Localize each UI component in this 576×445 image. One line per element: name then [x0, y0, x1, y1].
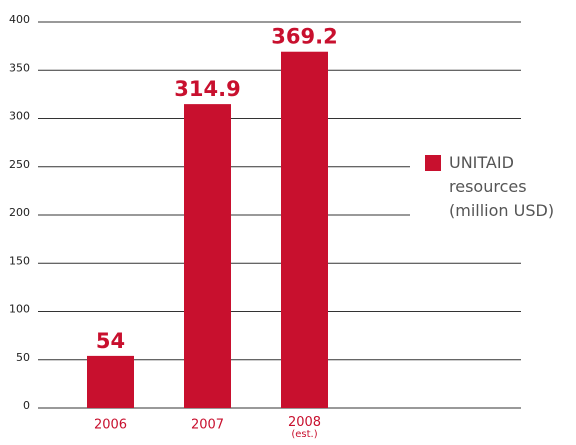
value-label: 369.2 [271, 25, 337, 49]
bar [87, 355, 134, 408]
x-tick-label: 2006 [94, 418, 127, 433]
bar [184, 104, 231, 409]
x-tick-label: 2007 [191, 418, 224, 433]
legend-label: UNITAID resources (million USD) [449, 153, 555, 220]
value-label: 54 [96, 329, 125, 353]
y-tick-label: 400 [9, 13, 30, 26]
y-tick-label: 100 [9, 303, 30, 316]
y-tick-label: 350 [9, 61, 30, 74]
y-tick-label: 200 [9, 206, 30, 219]
y-tick-label: 250 [9, 158, 30, 171]
y-tick-label: 0 [23, 399, 30, 412]
value-label: 314.9 [174, 77, 240, 101]
bar [281, 51, 328, 409]
y-tick-label: 150 [9, 254, 30, 267]
legend-swatch [425, 155, 441, 171]
x-tick-label: 2008 (est.) [288, 415, 321, 441]
y-tick-label: 50 [16, 351, 30, 364]
y-tick-label: 300 [9, 110, 30, 123]
